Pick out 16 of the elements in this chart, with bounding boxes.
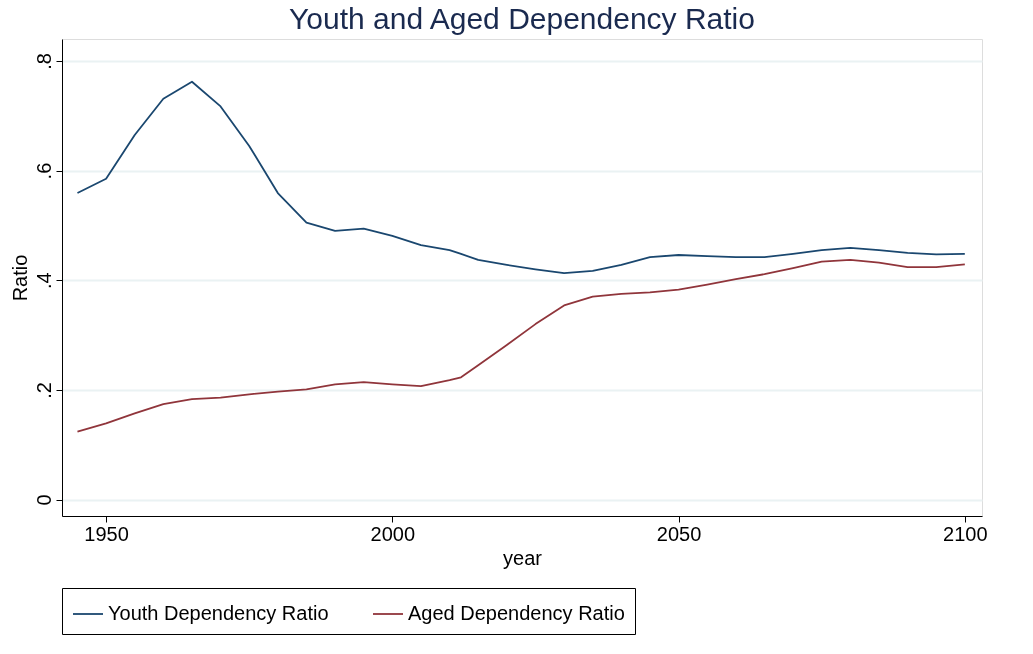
legend-label: Youth Dependency Ratio — [108, 602, 329, 624]
chart-title: Youth and Aged Dependency Ratio — [289, 2, 755, 35]
x-tick-label: 2000 — [370, 522, 416, 545]
x-tick-label: 2050 — [656, 522, 702, 545]
y-tick-label: .6 — [32, 162, 55, 180]
y-tick-label: .4 — [32, 272, 55, 290]
y-axis-title: Ratio — [8, 254, 31, 302]
x-tick-label: 2100 — [943, 522, 988, 545]
line-series — [76, 80, 966, 275]
x-tick-label: 1950 — [84, 522, 129, 545]
x-axis-title: year — [503, 546, 543, 569]
y-tick-label: 0 — [32, 494, 55, 506]
y-tick-label: .8 — [32, 53, 55, 70]
y-tick-label: .2 — [32, 382, 55, 399]
line-series — [76, 259, 966, 433]
legend-label: Aged Dependency Ratio — [408, 602, 625, 624]
